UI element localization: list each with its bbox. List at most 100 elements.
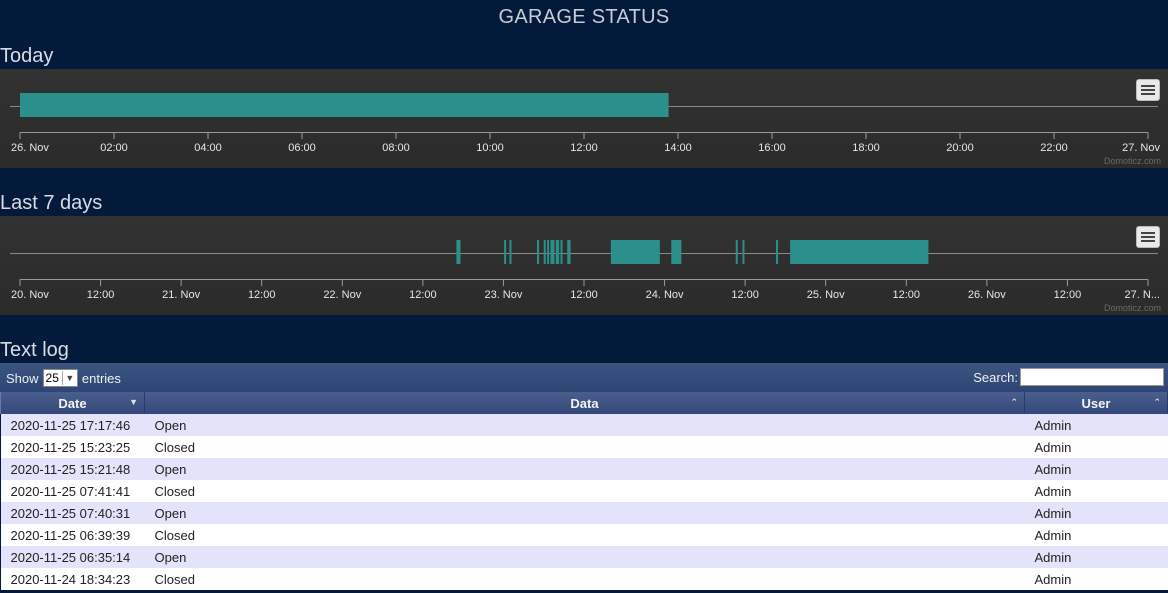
chart-menu-button[interactable] [1136,79,1160,101]
x-tick-label: 22. Nov [323,289,361,301]
show-label: Show [6,370,39,386]
open-interval-bar [742,240,745,264]
cell-user: Admin [1024,480,1168,502]
search-input[interactable] [1020,368,1164,386]
open-interval-bar [567,240,571,264]
cell-data: Closed [144,480,1025,502]
log-table: Date ▼ Data ⌃ User ⌃ 2020-11-25 17:17:46… [0,392,1168,590]
cell-date: 2020-11-25 06:35:14 [0,546,145,568]
page-length-select[interactable]: 25 ▼ [42,369,78,387]
open-interval-bar [550,240,555,264]
cell-date: 2020-11-25 07:40:31 [0,502,145,524]
chevron-down-icon: ▼ [61,371,77,385]
cell-data: Open [144,458,1025,480]
column-header-user[interactable]: User ⌃ [1024,392,1168,414]
page-length-value: 25 [45,371,59,385]
x-tick-label: 25. Nov [807,289,845,301]
section-title-week: Last 7 days [0,192,103,214]
table-header-row: Date ▼ Data ⌃ User ⌃ [0,392,1168,414]
x-tick-label: 12:00 [248,289,276,301]
chart-week-svg: 20. Nov 12:00 21. Nov 12:00 22. Nov 12:00 23. … [10,240,1160,301]
table-row[interactable]: 2020-11-25 17:17:46 Open Admin [0,414,1168,436]
x-tick-label: 24. Nov [646,289,684,301]
column-header-label: Date [58,395,87,411]
table-row[interactable]: 2020-11-24 18:34:23 Closed Admin [0,568,1168,590]
x-tick-label: 20. Nov [11,289,49,301]
open-interval-bar [560,240,563,264]
table-row[interactable]: 2020-11-25 15:23:25 Closed Admin [0,436,1168,458]
cell-user: Admin [1024,436,1168,458]
cell-user: Admin [1024,502,1168,524]
x-tick-label: 12:00 [87,289,115,301]
x-tick-label: 14:00 [664,142,692,154]
cell-date: 2020-11-25 15:21:48 [0,458,145,480]
open-interval-bar [456,240,461,264]
open-interval-bar [20,93,669,117]
chart-credit[interactable]: Domoticz.com [1103,303,1161,313]
open-interval-bar [735,240,738,264]
x-tick-label: 08:00 [382,142,410,154]
search-label: Search: [973,369,1018,385]
x-tick-label: 22:00 [1040,142,1068,154]
log-toolbar: Show 25 ▼ entries Search: [0,363,1168,392]
table-row[interactable]: 2020-11-25 06:39:39 Closed Admin [0,524,1168,546]
open-interval-bar [543,240,546,264]
open-interval-bar [509,240,512,264]
x-tick-label: 04:00 [194,142,222,154]
x-tick-label: 10:00 [476,142,504,154]
open-interval-bar [671,240,682,264]
chart-last-7-days: 20. Nov 12:00 21. Nov 12:00 22. Nov 12:00 23. … [0,216,1168,315]
cell-data: Closed [144,524,1025,546]
open-interval-bar [555,240,560,264]
open-interval-bar [547,240,550,264]
x-tick-label: 27. N... [1125,289,1160,301]
x-tick-label: 12:00 [570,289,598,301]
cell-user: Admin [1024,414,1168,436]
page-title: GARAGE STATUS [498,6,670,28]
cell-user: Admin [1024,568,1168,590]
chart-credit[interactable]: Domoticz.com [1103,156,1161,166]
cell-date: 2020-11-25 17:17:46 [0,414,145,436]
chart-today-svg: 26. Nov 02:00 04:00 06:00 08:00 10:00 12:00 14:… [10,93,1160,154]
x-tick-label: 12:00 [731,289,759,301]
cell-date: 2020-11-25 06:39:39 [0,524,145,546]
table-row[interactable]: 2020-11-25 07:41:41 Closed Admin [0,480,1168,502]
x-tick-label: 12:00 [1054,289,1082,301]
sort-desc-icon: ▼ [129,397,138,407]
cell-data: Open [144,502,1025,524]
cell-user: Admin [1024,546,1168,568]
open-interval-bar [610,240,660,264]
column-header-date[interactable]: Date ▼ [0,392,145,414]
cell-user: Admin [1024,524,1168,546]
column-header-data[interactable]: Data ⌃ [144,392,1025,414]
x-tick-label: 20:00 [946,142,974,154]
table-row[interactable]: 2020-11-25 06:35:14 Open Admin [0,546,1168,568]
x-tick-label: 12:00 [570,142,598,154]
open-interval-bar [504,240,507,264]
open-interval-bar [537,240,540,264]
cell-user: Admin [1024,458,1168,480]
x-tick-label: 06:00 [288,142,316,154]
table-row[interactable]: 2020-11-25 07:40:31 Open Admin [0,502,1168,524]
x-tick-label: 18:00 [852,142,880,154]
x-tick-label: 16:00 [758,142,786,154]
column-header-label: User [1081,395,1111,411]
cell-data: Open [144,546,1025,568]
section-title-log: Text log [0,339,69,361]
cell-data: Closed [144,568,1025,590]
cell-data: Closed [144,436,1025,458]
x-tick-label: 27. Nov [1122,142,1160,154]
cell-date: 2020-11-25 07:41:41 [0,480,145,502]
x-tick-label: 26. Nov [11,142,49,154]
cell-date: 2020-11-24 18:34:23 [0,568,145,590]
sort-icon: ⌃ [1010,397,1018,407]
chart-menu-button[interactable] [1136,226,1160,248]
x-tick-label: 21. Nov [162,289,200,301]
cell-data: Open [144,414,1025,436]
x-tick-label: 12:00 [893,289,921,301]
table-row[interactable]: 2020-11-25 15:21:48 Open Admin [0,458,1168,480]
open-interval-bar [790,240,929,264]
x-tick-label: 23. Nov [484,289,522,301]
column-header-label: Data [570,395,599,411]
sort-icon: ⌃ [1153,397,1161,407]
